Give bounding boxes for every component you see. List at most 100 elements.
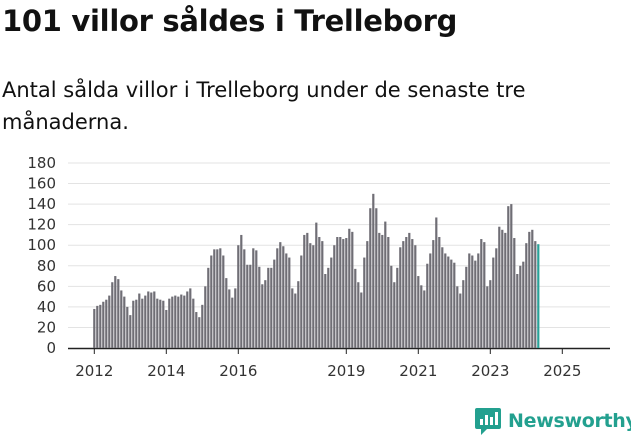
bar <box>477 253 480 348</box>
bar <box>447 256 450 348</box>
bar <box>312 245 315 348</box>
bar <box>423 290 426 348</box>
bar <box>207 267 210 348</box>
bar <box>261 284 264 348</box>
bar <box>147 291 150 348</box>
bar <box>387 237 390 348</box>
bar <box>252 248 255 348</box>
bar <box>228 289 231 348</box>
bar <box>327 267 330 348</box>
bar <box>288 257 291 348</box>
y-tick-label: 180 <box>27 154 56 172</box>
bar <box>348 228 351 348</box>
bar <box>414 245 417 348</box>
bar <box>471 255 474 348</box>
bar <box>399 247 402 348</box>
bar <box>519 265 522 348</box>
bar <box>279 242 282 348</box>
bar <box>264 280 267 348</box>
bar <box>171 296 174 348</box>
bar <box>285 253 288 348</box>
bar <box>420 285 423 348</box>
y-axis-ticks: 0 20 40 60 80 100 120 140 160 180 <box>27 154 56 357</box>
bar <box>186 291 189 348</box>
bar <box>183 295 186 348</box>
y-tick-label: 20 <box>37 318 56 336</box>
bar <box>144 295 147 348</box>
y-tick-label: 60 <box>37 277 56 295</box>
bar <box>426 263 429 348</box>
bar <box>483 242 486 348</box>
bar <box>324 274 327 348</box>
bar <box>474 260 477 348</box>
x-tick-label: 2025 <box>543 362 581 380</box>
y-tick-label: 100 <box>27 236 56 254</box>
y-tick-label: 140 <box>27 195 56 213</box>
bar <box>321 241 324 348</box>
bar <box>234 288 237 348</box>
bar <box>237 245 240 348</box>
bar <box>438 237 441 348</box>
bar <box>375 208 378 348</box>
bar <box>126 306 129 348</box>
bar <box>318 237 321 348</box>
page-subtitle: Antal sålda villor i Trelleborg under de… <box>2 78 526 134</box>
bar <box>342 239 345 348</box>
bar <box>363 257 366 348</box>
bar <box>93 308 96 348</box>
bar <box>99 304 102 348</box>
bar <box>177 296 180 348</box>
bar <box>372 193 375 348</box>
bar <box>528 231 531 348</box>
bar <box>378 232 381 348</box>
bar <box>297 281 300 348</box>
bar <box>102 301 105 348</box>
bar <box>357 282 360 348</box>
bar <box>249 264 252 348</box>
bar <box>495 248 498 348</box>
bar <box>135 299 138 348</box>
bar <box>180 294 183 348</box>
bar <box>405 237 408 348</box>
bar <box>336 237 339 348</box>
bar <box>213 249 216 348</box>
bar <box>156 298 159 348</box>
bar <box>486 286 489 348</box>
bar <box>117 279 120 348</box>
bar <box>354 268 357 348</box>
bar <box>216 249 219 348</box>
bar <box>276 248 279 348</box>
bar <box>294 293 297 348</box>
bar <box>243 249 246 348</box>
bar <box>120 290 123 348</box>
bar <box>360 292 363 348</box>
x-tick-label: 2016 <box>219 362 257 380</box>
bar <box>366 241 369 348</box>
bar <box>300 255 303 348</box>
bar <box>195 312 198 348</box>
newsworthy-logo: Newsworthy <box>474 404 631 438</box>
x-tick-label: 2012 <box>75 362 113 380</box>
bar <box>132 300 135 348</box>
bar <box>441 247 444 348</box>
bar <box>390 265 393 348</box>
bar <box>432 240 435 348</box>
bar <box>513 238 516 348</box>
y-tick-label: 120 <box>27 216 56 234</box>
bar <box>168 298 171 348</box>
bar <box>165 309 168 348</box>
bar <box>240 234 243 348</box>
bar <box>315 222 318 348</box>
bar <box>456 286 459 348</box>
y-tick-label: 40 <box>37 298 56 316</box>
bar <box>306 232 309 348</box>
bar <box>174 295 177 348</box>
bar <box>531 229 534 348</box>
bar <box>417 276 420 348</box>
bar <box>534 241 537 348</box>
bar <box>369 208 372 348</box>
bar <box>219 248 222 348</box>
bar <box>255 250 258 348</box>
bar <box>462 280 465 348</box>
bar <box>507 206 510 348</box>
